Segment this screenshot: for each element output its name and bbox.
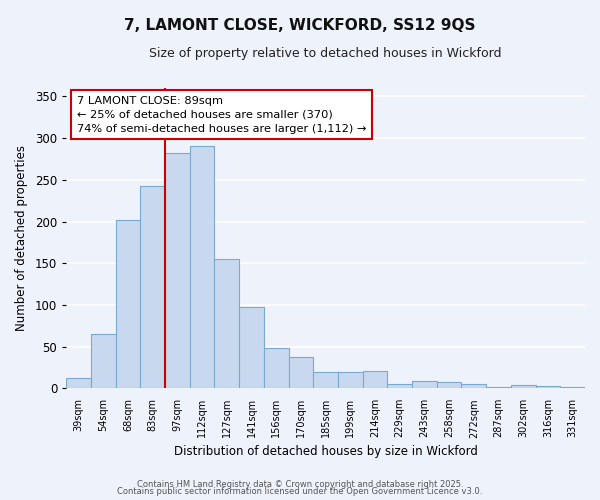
Bar [338,372,362,388]
Bar [560,386,585,388]
Bar [536,386,560,388]
Text: Contains public sector information licensed under the Open Government Licence v3: Contains public sector information licen… [118,488,482,496]
Bar [511,385,536,388]
Bar [190,146,214,388]
Bar [214,259,239,388]
Title: Size of property relative to detached houses in Wickford: Size of property relative to detached ho… [149,48,502,60]
Bar [165,153,190,388]
Text: 7 LAMONT CLOSE: 89sqm
← 25% of detached houses are smaller (370)
74% of semi-det: 7 LAMONT CLOSE: 89sqm ← 25% of detached … [77,96,366,134]
Text: 7, LAMONT CLOSE, WICKFORD, SS12 9QS: 7, LAMONT CLOSE, WICKFORD, SS12 9QS [124,18,476,32]
Bar [437,382,461,388]
Bar [116,220,140,388]
Bar [91,334,116,388]
Bar [239,306,264,388]
Text: Contains HM Land Registry data © Crown copyright and database right 2025.: Contains HM Land Registry data © Crown c… [137,480,463,489]
Bar [264,348,289,389]
Y-axis label: Number of detached properties: Number of detached properties [15,145,28,331]
Bar [313,372,338,388]
Bar [412,381,437,388]
Bar [289,358,313,388]
Bar [388,384,412,388]
X-axis label: Distribution of detached houses by size in Wickford: Distribution of detached houses by size … [173,444,478,458]
Bar [362,371,388,388]
Bar [140,186,165,388]
Bar [66,378,91,388]
Bar [461,384,486,388]
